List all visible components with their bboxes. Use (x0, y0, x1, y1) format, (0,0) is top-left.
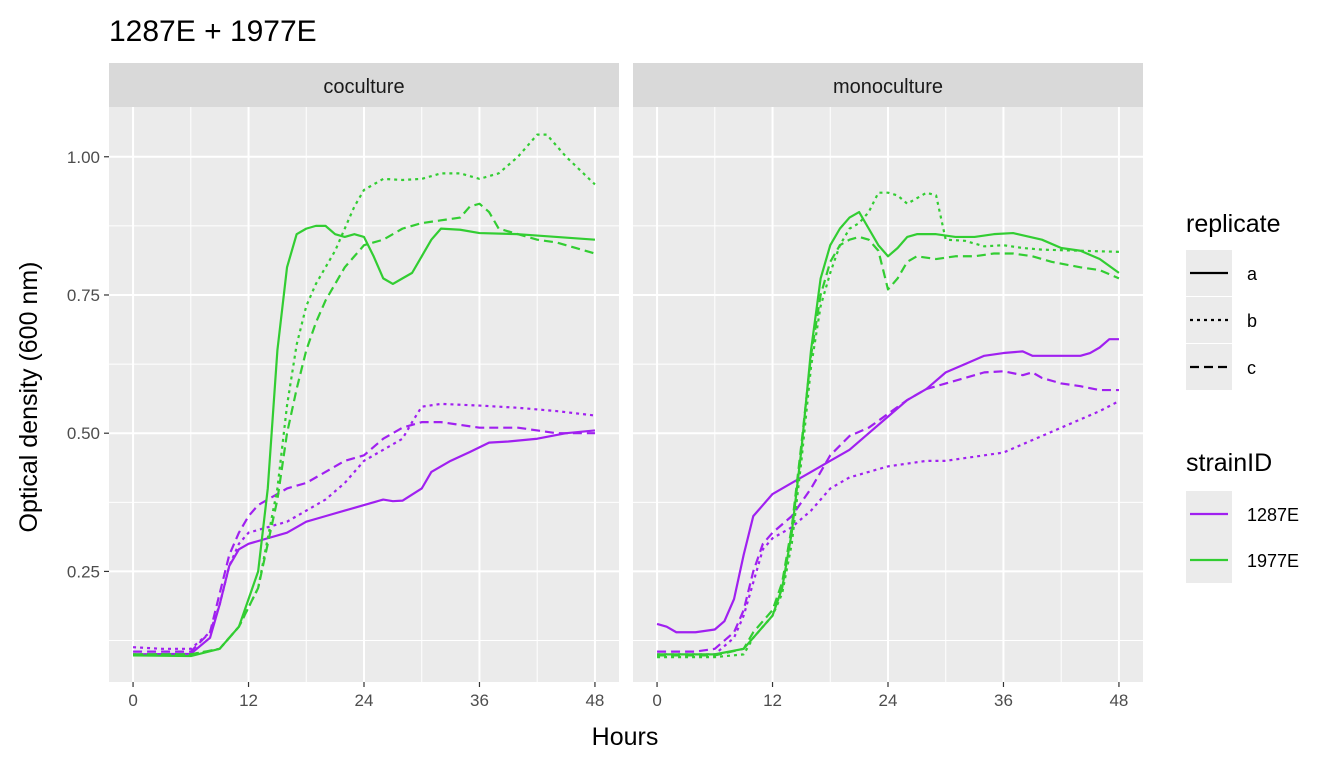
facet-panels: coculture 0 12 24 36 48 0.25 0.50 0.75 1.00 monocu… (67, 63, 1143, 710)
x-tick-label: 12 (763, 691, 782, 710)
y-tick-label: 0.75 (67, 286, 100, 305)
y-axis-title: Optical density (600 nm) (15, 262, 43, 533)
legend-title-replicate: replicate (1186, 210, 1281, 238)
series-line-1287E-b (132, 402, 596, 650)
legend-title-strainid: strainID (1186, 449, 1272, 477)
legend: replicate a b c strainID 1287E 1977E (1186, 210, 1299, 583)
series-line-1287E-c (657, 370, 1119, 653)
x-tick-label: 12 (239, 691, 258, 710)
x-tick-label: 0 (128, 691, 137, 710)
series-group (132, 133, 596, 658)
facet-label: monoculture (833, 76, 943, 98)
series-line-1287E-a (656, 338, 1119, 634)
x-axis-title: Hours (592, 723, 659, 751)
legend-label-replicate: a (1247, 264, 1258, 284)
y-tick-label: 0.25 (67, 562, 100, 581)
legend-label-replicate: b (1247, 311, 1257, 331)
series-line-1977E-c (133, 202, 596, 656)
facet-strip (109, 63, 619, 107)
facet-panel-coculture: coculture 0 12 24 36 48 0.25 0.50 0.75 1.00 (67, 63, 619, 710)
legend-label-replicate: c (1247, 358, 1256, 378)
legend-label-strain: 1287E (1247, 505, 1299, 525)
x-tick-label: 48 (1109, 691, 1128, 710)
facet-panel-monoculture: monoculture 0 12 24 36 48 (633, 63, 1143, 710)
chart-title: 1287E + 1977E (109, 15, 317, 48)
x-tick-label: 36 (994, 691, 1013, 710)
series-line-1977E-a (657, 210, 1120, 656)
y-tick-label: 0.50 (67, 424, 100, 443)
x-tick-label: 0 (652, 691, 661, 710)
series-line-1977E-c (657, 235, 1120, 657)
x-tick-label: 36 (470, 691, 489, 710)
legend-label-strain: 1977E (1247, 551, 1299, 571)
facet-label: coculture (323, 76, 404, 98)
series-line-1287E-b (657, 400, 1120, 656)
series-line-1977E-a (133, 224, 596, 658)
x-tick-label: 24 (355, 691, 374, 710)
legend-key-background (1186, 297, 1232, 343)
x-tick-label: 48 (585, 691, 604, 710)
series-line-1977E-b (657, 191, 1119, 659)
series-line-1287E-c (133, 421, 595, 653)
facet-strip (633, 63, 1143, 107)
y-tick-label: 1.00 (67, 148, 100, 167)
x-tick-label: 24 (879, 691, 898, 710)
series-group (656, 191, 1120, 659)
